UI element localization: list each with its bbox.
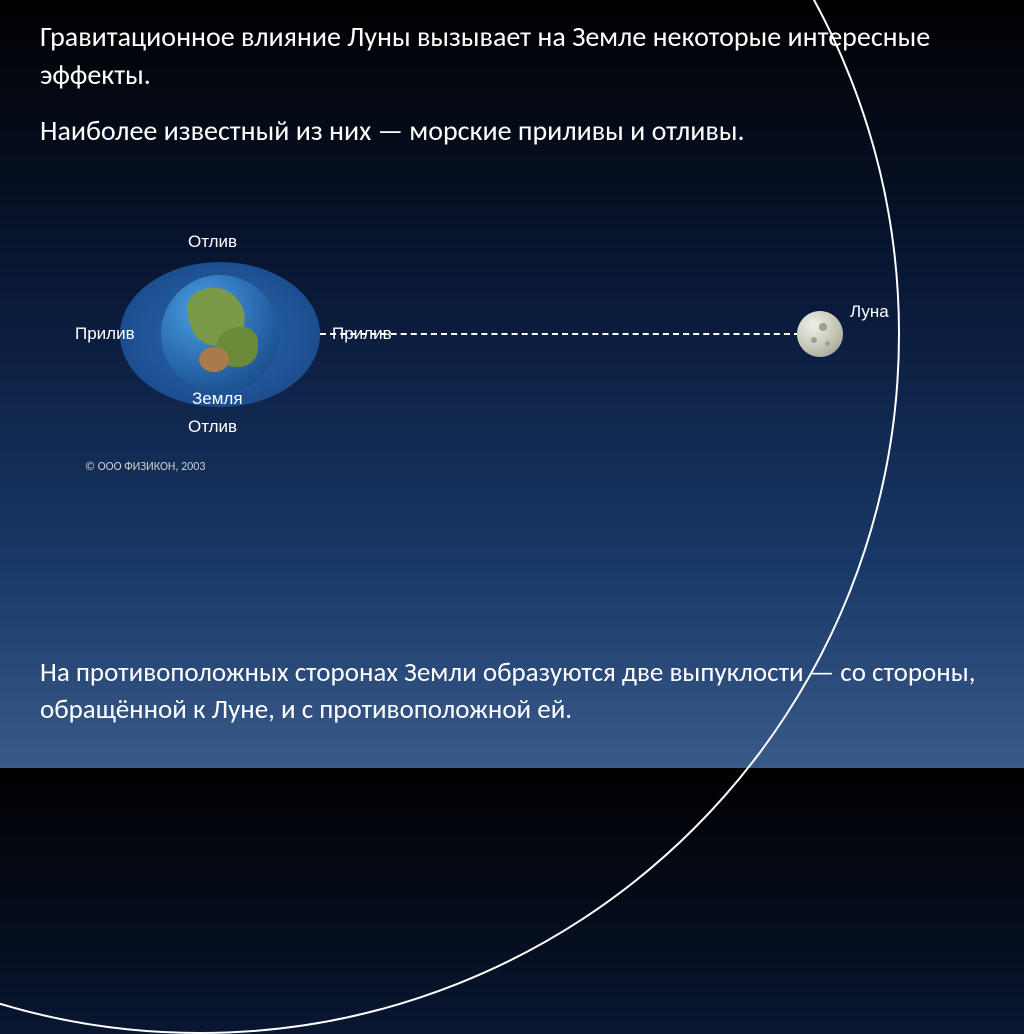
moon-crater	[825, 341, 830, 346]
moon-crater	[819, 323, 827, 331]
copyright-text: © ООО ФИЗИКОН, 2003	[85, 460, 205, 474]
diagram-inner: Отлив Отлив Прилив Прилив Земля Луна © О…	[80, 194, 950, 474]
paragraph-3: На противоположных сторонах Земли образу…	[0, 655, 1024, 728]
label-earth: Земля	[192, 389, 243, 409]
label-otliv-bottom: Отлив	[188, 417, 237, 437]
label-moon: Луна	[850, 302, 889, 322]
landmass-africa	[199, 347, 229, 372]
moon-icon	[797, 311, 843, 357]
moon-orbit-arc	[0, 0, 900, 1034]
earth-icon	[161, 275, 279, 393]
label-priliv-right: Прилив	[332, 324, 392, 344]
label-priliv-left: Прилив	[75, 324, 135, 344]
moon-crater	[811, 337, 817, 343]
earth-moon-line	[320, 333, 800, 335]
diagram: Отлив Отлив Прилив Прилив Земля Луна © О…	[0, 169, 1024, 499]
label-otliv-top: Отлив	[188, 232, 237, 252]
